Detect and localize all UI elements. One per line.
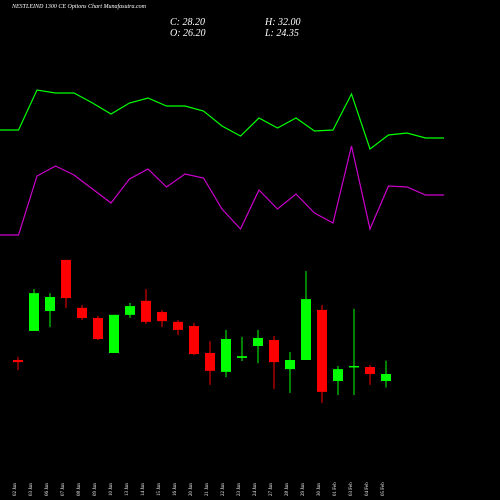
candle-body	[365, 367, 375, 374]
x-tick-label: 30 Jan	[317, 483, 322, 496]
x-tick-label: 10 Jan	[109, 483, 114, 496]
candle-body	[45, 297, 55, 311]
candle-body	[269, 340, 279, 363]
candle-body	[189, 326, 199, 355]
candle-body	[333, 369, 343, 381]
x-tick-label: 09 Jan	[93, 483, 98, 496]
candle-body	[29, 293, 39, 331]
indicator-line	[0, 145, 444, 236]
candle-body	[13, 360, 23, 363]
low-label: L: 24.35	[264, 28, 299, 39]
candle-body	[109, 314, 119, 353]
x-tick-label: 03 Jan	[29, 483, 34, 496]
candle-body	[173, 321, 183, 330]
candle-body	[285, 360, 295, 370]
x-tick-label: 27 Jan	[269, 483, 274, 496]
open-label: O: 26.20	[170, 28, 206, 39]
x-tick-label: 23 Jan	[237, 483, 242, 496]
x-tick-label: 02 Jan	[13, 483, 18, 496]
x-tick-label: 03 Feb	[349, 482, 354, 496]
x-tick-label: 04 Feb	[365, 482, 370, 496]
candle-body	[349, 365, 359, 368]
chart-title: NESTLEIND 1300 CE Options Chart Munafasu…	[11, 3, 147, 10]
close-label: C: 28.20	[170, 17, 205, 28]
x-tick-label: 13 Jan	[125, 483, 130, 496]
x-tick-label: 20 Jan	[189, 483, 194, 496]
candle-body	[221, 339, 231, 372]
x-tick-label: 29 Jan	[301, 483, 306, 496]
x-tick-label: 07 Jan	[61, 483, 66, 496]
x-tick-label: 15 Jan	[157, 483, 162, 496]
x-tick-label: 28 Jan	[285, 483, 290, 496]
candle-body	[125, 306, 135, 315]
x-tick-label: 06 Jan	[45, 483, 50, 496]
candle-body	[205, 353, 215, 371]
x-tick-label: 21 Jan	[205, 483, 210, 496]
candle-body	[61, 259, 71, 299]
x-tick-label: 22 Jan	[221, 483, 226, 496]
x-tick-label: 01 Feb	[333, 482, 338, 496]
x-tick-label: 24 Jan	[253, 483, 258, 496]
x-tick-label: 14 Jan	[141, 483, 146, 496]
candle-body	[77, 307, 87, 318]
indicator-line	[0, 89, 444, 150]
candle-body	[381, 374, 391, 381]
x-tick-label: 16 Jan	[173, 483, 178, 496]
candle-body	[157, 312, 167, 322]
candle-body	[141, 300, 151, 322]
candle-body	[237, 356, 247, 358]
candle-body	[317, 309, 327, 392]
high-label: H: 32.00	[264, 17, 301, 28]
x-tick-label: 05 Feb	[381, 482, 386, 496]
candle-body	[301, 299, 311, 360]
x-tick-label: 08 Jan	[77, 483, 82, 496]
candle-body	[253, 337, 263, 346]
candle-body	[93, 318, 103, 339]
